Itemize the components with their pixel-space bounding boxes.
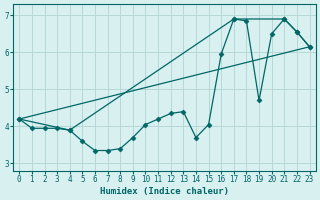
X-axis label: Humidex (Indice chaleur): Humidex (Indice chaleur): [100, 187, 229, 196]
